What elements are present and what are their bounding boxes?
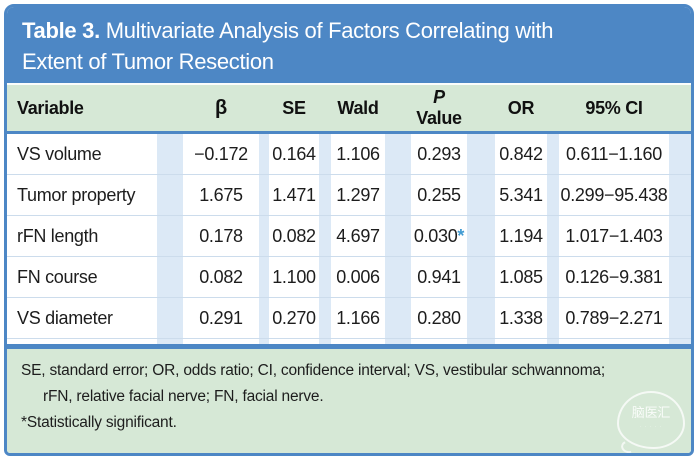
cell-ci: 0.299−95.438: [560, 184, 668, 205]
column-header-variable: Variable: [17, 97, 84, 118]
column-header-wald: Wald: [337, 97, 379, 118]
table-title-line1: Table 3. Multivariate Analysis of Factor…: [22, 15, 676, 46]
table-title-text: Multivariate Analysis of Factors Correla…: [99, 18, 554, 43]
abbreviations-line1: SE, standard error; OR, odds ratio; CI, …: [21, 362, 605, 379]
cell-ci: 0.126−9.381: [565, 266, 663, 287]
significance-note: *Statistically significant.: [21, 414, 177, 431]
table-row: rFN length 0.178 0.082 4.697 0.030* 1.19…: [7, 216, 691, 257]
table-row: FN course 0.082 1.100 0.006 0.941 1.085 …: [7, 257, 691, 298]
column-header-or: OR: [507, 97, 535, 118]
cell-wald: 1.166: [336, 307, 380, 328]
column-header-ci: 95% CI: [585, 97, 643, 118]
table-title-line2: Extent of Tumor Resection: [22, 49, 274, 74]
abbreviations-line2: rFN, relative facial nerve; FN, facial n…: [43, 388, 324, 405]
cell-beta: 1.675: [199, 184, 243, 205]
table-header-row: Variable β SE Wald P Value OR 95% CI: [7, 83, 691, 134]
cell-ci: 0.611−1.160: [566, 143, 662, 164]
cell-beta: 0.082: [199, 266, 243, 287]
cell-wald: 1.106: [336, 143, 380, 164]
cell-variable: rFN length: [17, 225, 99, 246]
cell-or: 5.341: [499, 184, 543, 205]
cell-beta: −0.172: [194, 143, 248, 164]
table-footnotes: SE, standard error; OR, odds ratio; CI, …: [7, 349, 691, 453]
cell-wald: 1.297: [336, 184, 380, 205]
table-row: VS volume −0.172 0.164 1.106 0.293 0.842…: [7, 134, 691, 175]
cell-se: 1.100: [272, 266, 316, 287]
table-body: VS volume −0.172 0.164 1.106 0.293 0.842…: [7, 134, 691, 344]
column-header-pvalue: P Value: [416, 87, 462, 128]
watermark-logo: 脑医汇 · · · · ·: [617, 391, 685, 449]
cell-ci: 0.789−2.271: [565, 307, 663, 328]
watermark-subtext: · · · · ·: [639, 424, 663, 430]
cell-beta: 0.291: [199, 307, 243, 328]
cell-variable: Tumor property: [17, 184, 136, 205]
p-italic: P: [433, 87, 445, 107]
cell-wald: 4.697: [336, 225, 380, 246]
table-row: Tumor property 1.675 1.471 1.297 0.255 5…: [7, 175, 691, 216]
cell-se: 0.270: [272, 307, 316, 328]
column-header-beta: β: [215, 96, 227, 119]
cell-se: 0.164: [272, 143, 316, 164]
cell-pvalue: 0.030*: [413, 225, 465, 246]
cell-pvalue: 0.941: [417, 266, 461, 287]
cell-variable: VS diameter: [17, 307, 113, 328]
cell-pvalue: 0.280: [417, 307, 461, 328]
cell-variable: FN course: [17, 266, 98, 287]
cell-pvalue: 0.255: [417, 184, 461, 205]
cell-or: 1.085: [499, 266, 543, 287]
cell-or: 1.338: [499, 307, 543, 328]
cell-or: 0.842: [499, 143, 543, 164]
cell-variable: VS volume: [17, 143, 102, 164]
cell-wald: 0.006: [336, 266, 380, 287]
cell-or: 1.194: [499, 225, 543, 246]
cell-beta: 0.178: [199, 225, 243, 246]
significance-star: *: [457, 225, 465, 246]
column-header-se: SE: [282, 97, 306, 118]
table-figure: Table 3. Multivariate Analysis of Factor…: [4, 4, 694, 456]
cell-se: 0.082: [272, 225, 316, 246]
footer-divider: [7, 344, 691, 349]
cell-ci: 1.017−1.403: [565, 225, 663, 246]
cell-pvalue: 0.293: [417, 143, 461, 164]
table-title: Table 3. Multivariate Analysis of Factor…: [7, 7, 691, 83]
cell-se: 1.471: [272, 184, 316, 205]
watermark-text: 脑医汇: [631, 405, 671, 420]
table-row: VS diameter 0.291 0.270 1.166 0.280 1.33…: [7, 298, 691, 339]
table-number-label: Table 3.: [22, 18, 100, 43]
